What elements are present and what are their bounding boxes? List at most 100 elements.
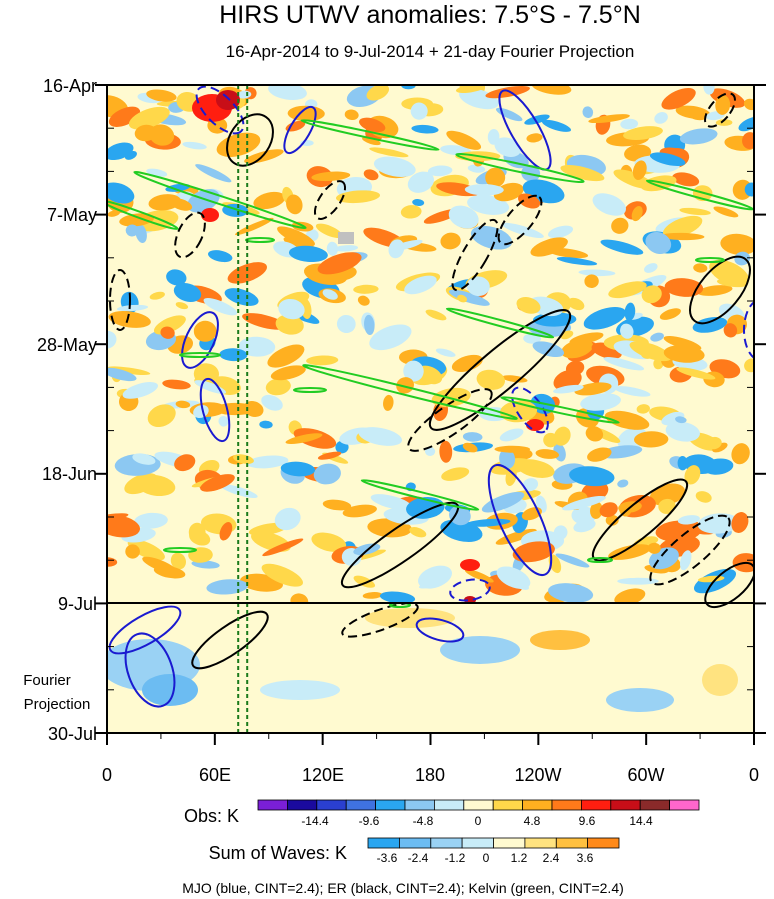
wave-tick-1-2: 1.2 — [511, 851, 528, 865]
obs-anomaly-cell — [369, 147, 409, 158]
mjo-contour — [195, 85, 245, 135]
x-tick-label-180: 180 — [415, 765, 445, 785]
obs-anomaly-cell — [574, 382, 612, 396]
obs-anomaly-cell — [640, 345, 657, 359]
obs-anomaly-cell — [246, 455, 289, 469]
mjo-contour — [108, 605, 182, 655]
obs-peak-anomaly — [201, 208, 219, 222]
obs-anomaly-cell — [555, 553, 590, 568]
obs-anomaly-cell — [505, 467, 517, 486]
obs-anomaly-cell — [175, 400, 191, 409]
obs-anomaly-cell — [400, 205, 422, 219]
obs-anomaly-cell — [182, 141, 207, 150]
er-contour — [407, 388, 493, 452]
obs-anomaly-cell — [146, 89, 177, 102]
obs-anomaly-cell — [457, 294, 468, 303]
wave-contours — [107, 85, 754, 708]
obs-colorbar-swatch — [522, 799, 553, 811]
obs-anomaly-cell — [244, 149, 284, 164]
obs-anomaly-cell — [412, 199, 425, 206]
obs-tick-4-8: 4.8 — [524, 814, 541, 828]
obs-anomaly-cell — [359, 117, 386, 133]
obs-anomaly-cell — [259, 420, 273, 429]
wave-tick-2-4: 2.4 — [543, 851, 560, 865]
waves-colorbar-swatch — [398, 837, 432, 849]
obs-anomaly-cell — [662, 215, 703, 238]
obs-anomaly-cell — [203, 298, 238, 316]
x-tick-label-0-right: 0 — [749, 765, 759, 785]
obs-anomaly-cell — [647, 542, 661, 554]
obs-anomaly-cell — [122, 382, 159, 399]
y-tick-label-18-jun: 18-Jun — [42, 464, 97, 484]
obs-anomaly-cell — [613, 169, 654, 190]
obs-anomaly-cell — [326, 241, 339, 256]
obs-anomaly-cell — [709, 259, 750, 287]
obs-anomaly-cell — [636, 404, 650, 414]
obs-anomaly-cell — [679, 128, 718, 145]
x-tick-label-60e: 60E — [199, 765, 231, 785]
obs-anomaly-cell — [286, 194, 303, 215]
obs-anomaly-cell — [227, 262, 267, 284]
wave-tick-0: 0 — [483, 851, 490, 865]
obs-anomaly-cell — [134, 124, 157, 142]
obs-anomaly-cell — [200, 474, 235, 492]
waves-colorbar-swatch — [367, 837, 400, 849]
obs-anomaly-cell — [684, 465, 701, 485]
obs-anomaly-cell — [499, 448, 516, 469]
obs-anomaly-cell — [362, 136, 381, 146]
obs-anomaly-cell — [677, 456, 688, 471]
obs-anomaly-cell — [501, 222, 544, 239]
obs-anomaly-cell — [366, 85, 390, 101]
obs-anomaly-cell — [357, 295, 370, 306]
obs-anomaly-cell — [275, 314, 304, 335]
obs-anomaly-cell — [170, 552, 186, 570]
obs-anomaly-cell — [153, 565, 186, 579]
er-contour — [428, 309, 572, 431]
kelvin-contour — [163, 547, 197, 553]
obs-anomaly-cell — [448, 205, 479, 229]
obs-anomaly-cell — [620, 323, 634, 339]
obs-anomaly-cell — [107, 366, 151, 376]
obs-tick-0: 0 — [475, 814, 482, 828]
obs-anomaly-cell — [108, 310, 151, 328]
obs-anomaly-cell — [268, 85, 307, 101]
kelvin-contour — [300, 119, 440, 151]
obs-anomaly-cell — [744, 358, 754, 373]
x-tick-label-0: 0 — [102, 765, 112, 785]
er-contour — [174, 211, 206, 259]
er-contour — [340, 501, 460, 589]
obs-anomaly-cell — [485, 167, 506, 188]
obs-anomaly-cell — [517, 193, 541, 209]
obs-anomaly-cell — [677, 515, 700, 525]
obs-anomaly-cell — [548, 583, 594, 603]
obs-anomaly-cell — [265, 378, 291, 396]
obs-anomaly-cell — [664, 278, 704, 297]
obs-anomaly-cell — [262, 538, 304, 557]
obs-anomaly-cell — [285, 120, 306, 132]
obs-anomaly-cell — [676, 367, 716, 380]
obs-anomaly-cell — [427, 165, 453, 177]
obs-anomaly-cell — [507, 577, 529, 590]
kelvin-contour — [360, 479, 480, 511]
obs-anomaly-cell — [404, 275, 437, 295]
obs-anomaly-cell — [744, 182, 754, 197]
obs-colorbar-swatch — [257, 799, 288, 811]
obs-anomaly-cell — [396, 377, 414, 394]
mjo-contour — [181, 311, 219, 369]
obs-anomaly-cell — [449, 505, 471, 526]
obs-anomaly-cell — [253, 191, 286, 210]
obs-anomaly-cell — [495, 107, 523, 122]
y-tick-label-9-jul: 9-Jul — [58, 594, 97, 614]
obs-anomaly-cell — [418, 579, 446, 589]
obs-anomaly-cell — [363, 169, 379, 181]
obs-anomaly-cell — [608, 281, 647, 299]
obs-anomaly-cell — [649, 483, 686, 506]
obs-anomaly-cell — [649, 152, 686, 167]
obs-anomaly-cell — [344, 109, 359, 121]
projection-label-line1: Fourier — [23, 672, 71, 689]
projection-anomaly-cell — [365, 608, 455, 628]
obs-anomaly-cell — [715, 119, 733, 126]
y-axis — [95, 84, 766, 734]
obs-anomaly-cell — [174, 454, 196, 472]
obs-anomaly-cell — [188, 522, 206, 543]
